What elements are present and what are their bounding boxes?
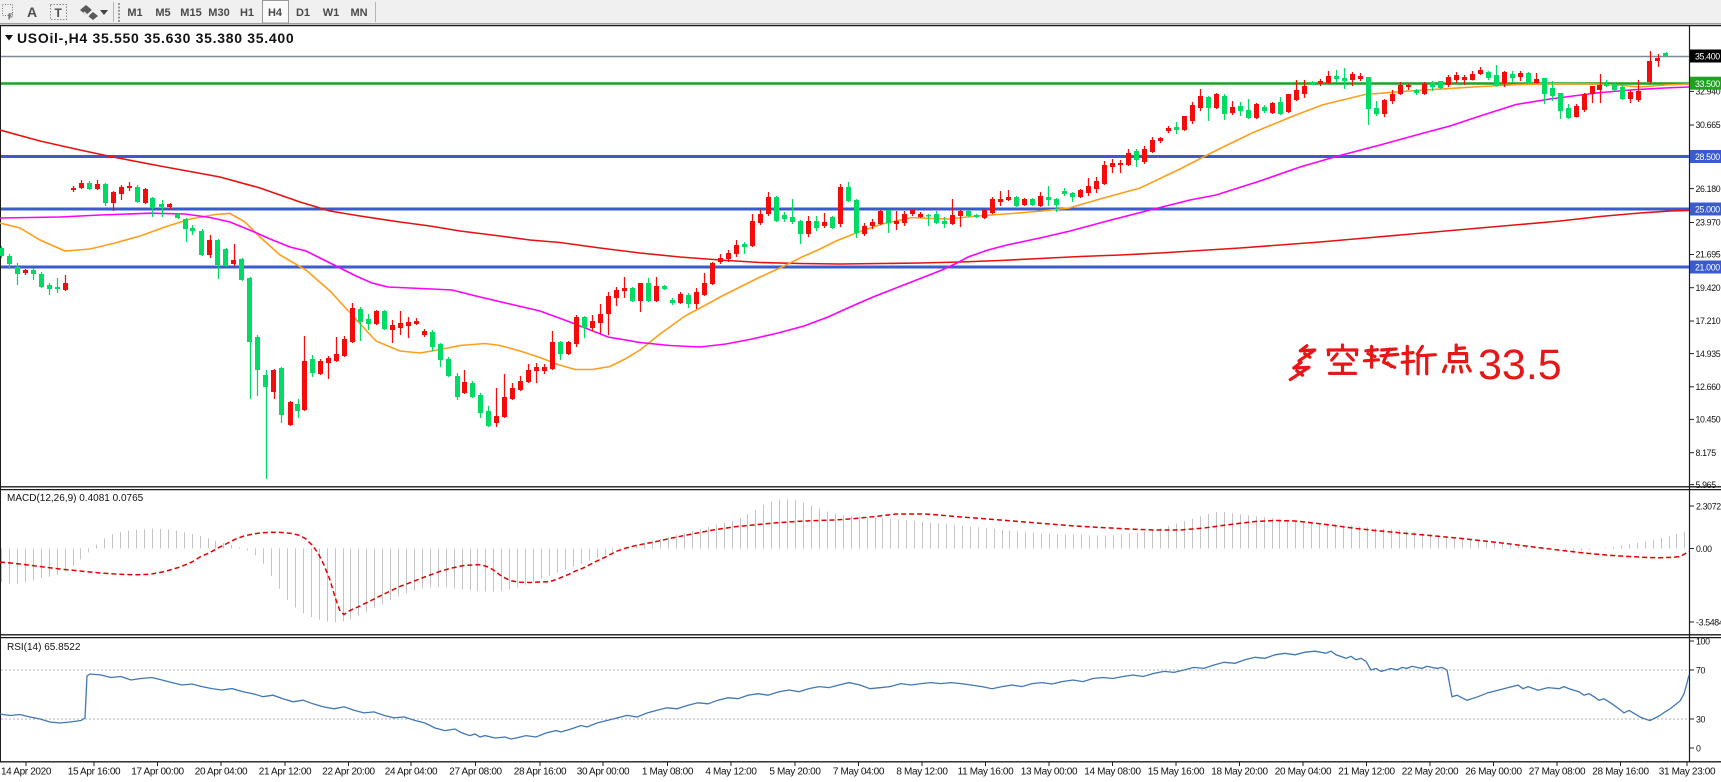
svg-text:12.660: 12.660 bbox=[1696, 382, 1721, 392]
svg-text:20 Apr 04:00: 20 Apr 04:00 bbox=[195, 767, 248, 778]
svg-text:22 May 20:00: 22 May 20:00 bbox=[1402, 767, 1459, 778]
svg-text:33.5: 33.5 bbox=[1478, 341, 1562, 389]
svg-text:15 Apr 16:00: 15 Apr 16:00 bbox=[68, 767, 121, 778]
svg-text:1 May 08:00: 1 May 08:00 bbox=[642, 767, 694, 778]
svg-text:17 Apr 00:00: 17 Apr 00:00 bbox=[131, 767, 184, 778]
svg-text:5.965: 5.965 bbox=[1696, 480, 1717, 490]
svg-text:33.500: 33.500 bbox=[1695, 79, 1720, 89]
svg-text:28 May 16:00: 28 May 16:00 bbox=[1592, 767, 1649, 778]
svg-text:17.210: 17.210 bbox=[1696, 316, 1721, 326]
svg-text:31 May 23:00: 31 May 23:00 bbox=[1659, 767, 1716, 778]
svg-text:13 May 00:00: 13 May 00:00 bbox=[1021, 767, 1078, 778]
svg-text:15 May 16:00: 15 May 16:00 bbox=[1148, 767, 1205, 778]
svg-text:USOil-,H4 35.550 35.630 35.38: USOil-,H4 35.550 35.630 35.380 35.400 bbox=[17, 30, 294, 46]
svg-text:20 May 04:00: 20 May 04:00 bbox=[1275, 767, 1332, 778]
svg-text:22 Apr 20:00: 22 Apr 20:00 bbox=[322, 767, 375, 778]
svg-text:25.000: 25.000 bbox=[1695, 205, 1720, 215]
svg-text:11 May 16:00: 11 May 16:00 bbox=[958, 767, 1014, 778]
svg-text:26.180: 26.180 bbox=[1696, 184, 1721, 194]
svg-text:7 May 04:00: 7 May 04:00 bbox=[833, 767, 885, 778]
svg-text:MN: MN bbox=[350, 7, 367, 19]
svg-text:30: 30 bbox=[1696, 714, 1706, 724]
svg-text:70: 70 bbox=[1696, 665, 1706, 675]
svg-text:D1: D1 bbox=[296, 7, 310, 19]
svg-text:A: A bbox=[27, 4, 37, 20]
svg-text:-3.5484: -3.5484 bbox=[1696, 617, 1721, 627]
svg-text:M30: M30 bbox=[208, 7, 229, 19]
svg-text:19.420: 19.420 bbox=[1696, 283, 1721, 293]
svg-text:10.450: 10.450 bbox=[1696, 415, 1721, 425]
svg-text:14 May 08:00: 14 May 08:00 bbox=[1084, 767, 1141, 778]
svg-text:T: T bbox=[55, 6, 63, 20]
svg-text:14 Apr 2020: 14 Apr 2020 bbox=[1, 767, 52, 778]
svg-text:21.000: 21.000 bbox=[1695, 263, 1720, 273]
svg-text:23.970: 23.970 bbox=[1696, 218, 1721, 228]
svg-text:21 Apr 12:00: 21 Apr 12:00 bbox=[259, 767, 312, 778]
svg-text:0.00: 0.00 bbox=[1696, 544, 1712, 554]
svg-text:2.3072: 2.3072 bbox=[1696, 501, 1721, 511]
svg-text:100: 100 bbox=[1696, 636, 1710, 646]
svg-text:8.175: 8.175 bbox=[1696, 448, 1717, 458]
svg-text:M15: M15 bbox=[180, 7, 201, 19]
svg-text:24 Apr 04:00: 24 Apr 04:00 bbox=[385, 767, 438, 778]
svg-text:35.400: 35.400 bbox=[1695, 52, 1720, 62]
svg-text:W1: W1 bbox=[323, 7, 340, 19]
svg-text:26 May 00:00: 26 May 00:00 bbox=[1465, 767, 1522, 778]
svg-text:RSI(14) 65.8522: RSI(14) 65.8522 bbox=[7, 642, 81, 653]
svg-text:8 May 12:00: 8 May 12:00 bbox=[896, 767, 948, 778]
svg-text:32.940: 32.940 bbox=[1696, 87, 1721, 97]
svg-text:30 Apr 00:00: 30 Apr 00:00 bbox=[577, 767, 630, 778]
svg-text:21.695: 21.695 bbox=[1696, 250, 1721, 260]
svg-text:28 Apr 16:00: 28 Apr 16:00 bbox=[514, 767, 567, 778]
svg-text:30.665: 30.665 bbox=[1696, 120, 1721, 130]
svg-text:M5: M5 bbox=[155, 7, 170, 19]
svg-text:18 May 20:00: 18 May 20:00 bbox=[1211, 767, 1268, 778]
svg-text:27 Apr 08:00: 27 Apr 08:00 bbox=[449, 767, 502, 778]
svg-text:H4: H4 bbox=[268, 7, 283, 19]
svg-text:H1: H1 bbox=[240, 7, 254, 19]
svg-text:F: F bbox=[8, 13, 13, 22]
svg-text:28.500: 28.500 bbox=[1695, 152, 1720, 162]
svg-text:27 May 08:00: 27 May 08:00 bbox=[1529, 767, 1586, 778]
svg-text:14.935: 14.935 bbox=[1696, 349, 1721, 359]
svg-text:5 May 20:00: 5 May 20:00 bbox=[769, 767, 821, 778]
svg-text:4 May 12:00: 4 May 12:00 bbox=[705, 767, 757, 778]
svg-text:0: 0 bbox=[1696, 743, 1701, 753]
svg-text:M1: M1 bbox=[127, 7, 142, 19]
svg-text:21 May 12:00: 21 May 12:00 bbox=[1338, 767, 1395, 778]
svg-text:MACD(12,26,9) 0.4081 0.0765: MACD(12,26,9) 0.4081 0.0765 bbox=[7, 493, 144, 504]
